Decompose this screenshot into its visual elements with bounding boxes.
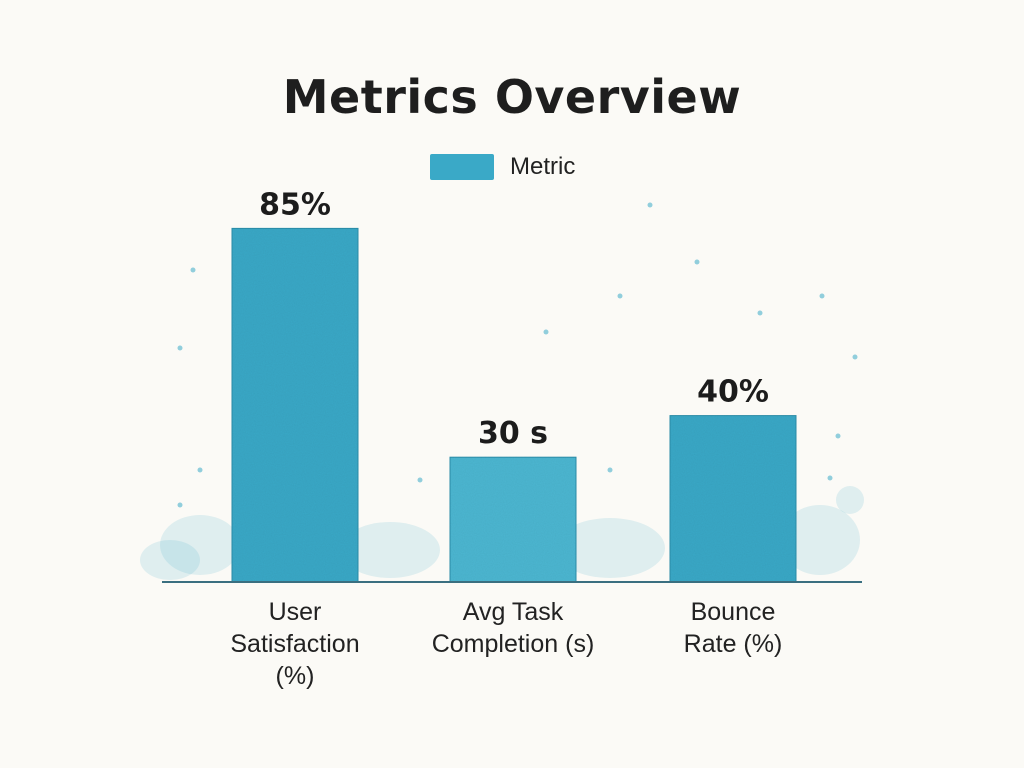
paint-speck [852,354,858,360]
paint-speck [647,202,653,208]
paint-speck [827,475,833,481]
paint-speck [835,433,841,439]
watercolor-blot [140,540,200,580]
legend: Metric [430,150,575,184]
value-label-2: 40% [697,375,769,410]
watercolor-blot [836,486,864,514]
paint-speck [617,293,623,299]
paint-speck [819,293,825,299]
value-label-0: 85% [259,187,331,222]
bar-1 [449,456,577,583]
chart-title: Metrics Overview [282,70,742,124]
paint-speck [177,502,183,508]
watercolor-blot [160,515,240,575]
category-label-user-satisfaction: User Satisfaction (%) [230,598,360,690]
legend-swatch [430,154,494,180]
category-label-avg-task-completion: Avg Task Completion (s) [431,598,595,658]
value-labels-group: 85% 30 s 40% [259,187,769,451]
bar-0 [231,227,359,583]
bar-2 [669,415,797,583]
watercolor-blot [780,505,860,575]
paint-speck [417,477,423,483]
legend-label: Metric [510,153,576,180]
paint-speck [197,467,203,473]
bars-group [231,227,797,583]
category-label-bounce-rate: Bounce Rate (%) [683,598,783,658]
paint-speck [607,467,613,473]
paint-speck [177,345,183,351]
watercolor-splash [140,202,864,580]
paint-speck [190,267,196,273]
paint-speck [543,329,549,335]
value-label-1: 30 s [478,416,548,451]
watercolor-blot [555,518,665,578]
paint-speck [757,310,763,316]
paint-speck [694,259,700,265]
watercolor-blot [340,522,440,578]
